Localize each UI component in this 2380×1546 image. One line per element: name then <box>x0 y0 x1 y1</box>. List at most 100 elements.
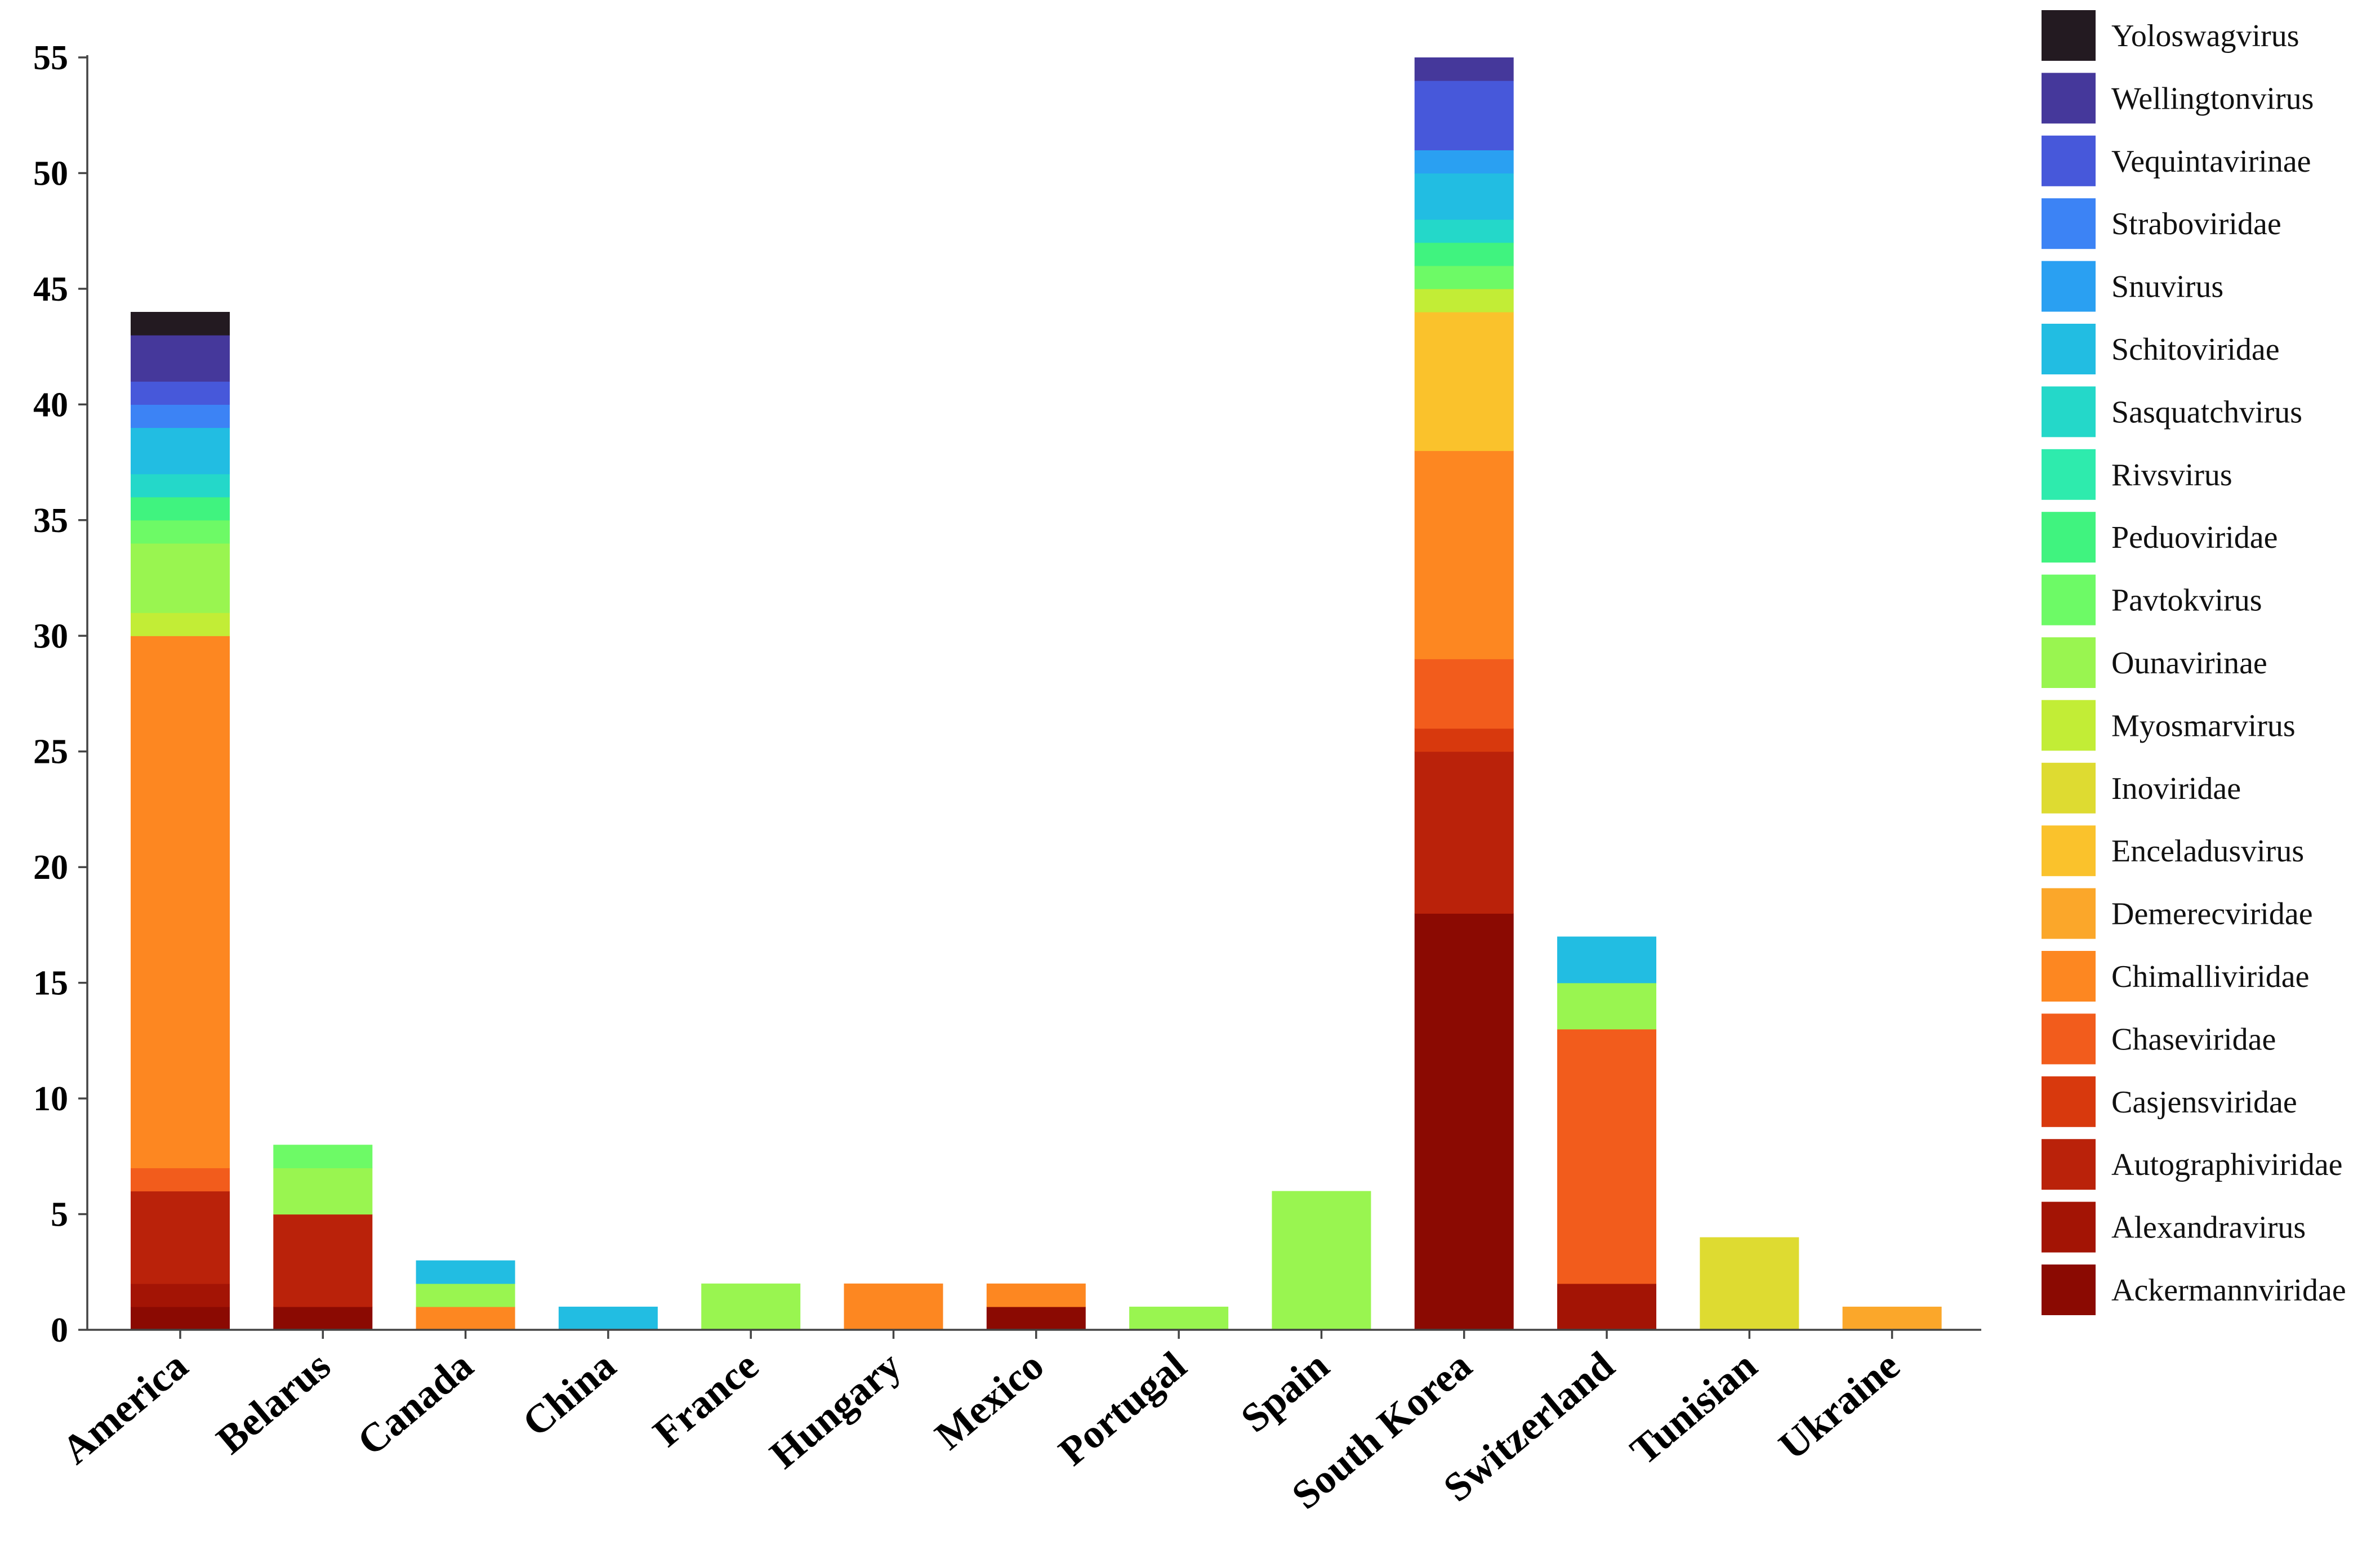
bar-segment-america-myosmarvirus <box>131 613 230 636</box>
bar-segment-america-chaseviridae <box>131 1168 230 1192</box>
legend-swatch-pavtokvirus <box>2042 574 2096 625</box>
y-tick-label: 15 <box>33 964 68 1003</box>
legend-label-wellingtonvirus: Wellingtonvirus <box>2111 81 2314 116</box>
bar-segment-mexico-chimalliviridae <box>986 1283 1086 1307</box>
legend-label-schitoviridae: Schitoviridae <box>2111 332 2280 367</box>
bar-segment-belarus-ackermannviridae <box>273 1306 373 1330</box>
y-tick-label: 30 <box>33 617 68 655</box>
bar-segment-tunisian-inoviridae <box>1700 1237 1799 1330</box>
legend-swatch-ounavirinae <box>2042 637 2096 688</box>
legend-label-vequintavirinae: Vequintavirinae <box>2111 144 2311 179</box>
bar-segment-canada-ounavirinae <box>416 1283 515 1307</box>
legend-label-sasquatchvirus: Sasquatchvirus <box>2111 395 2302 430</box>
bar-segment-south-korea-vequintavirinae <box>1414 81 1514 150</box>
y-tick-label: 25 <box>33 733 68 771</box>
legend-swatch-wellingtonvirus <box>2042 73 2096 124</box>
legend-label-enceladusvirus: Enceladusvirus <box>2111 834 2304 869</box>
bar-segment-south-korea-enceladusvirus <box>1414 312 1514 452</box>
x-tick-label-ukraine: Ukraine <box>1770 1343 1907 1468</box>
bar-segment-canada-chimalliviridae <box>416 1306 515 1330</box>
legend-swatch-rivsvirus <box>2042 449 2096 500</box>
bar-segment-america-ounavirinae <box>131 543 230 613</box>
legend-label-demerecviridae: Demerecviridae <box>2111 897 2313 932</box>
bar-segment-south-korea-schitoviridae <box>1414 173 1514 220</box>
legend-label-ackermannviridae: Ackermannviridae <box>2111 1273 2346 1308</box>
legend-swatch-myosmarvirus <box>2042 700 2096 751</box>
bar-segment-south-korea-chaseviridae <box>1414 659 1514 729</box>
legend-swatch-snuvirus <box>2042 261 2096 312</box>
x-tick-label-mexico: Mexico <box>926 1343 1052 1458</box>
y-tick-label: 0 <box>51 1311 68 1350</box>
legend-label-snuvirus: Snuvirus <box>2111 270 2223 305</box>
bar-segment-ukraine-demerecviridae <box>1842 1306 1942 1330</box>
legend-swatch-chaseviridae <box>2042 1013 2096 1065</box>
bar-segment-america-straboviridae <box>131 404 230 428</box>
bar-segment-switzerland-alexandravirus <box>1557 1283 1656 1330</box>
legend-label-myosmarvirus: Myosmarvirus <box>2111 708 2296 743</box>
bar-segment-america-autographiviridae <box>131 1191 230 1284</box>
bar-segment-south-korea-casjensviridae <box>1414 728 1514 752</box>
bar-segment-america-schitoviridae <box>131 427 230 475</box>
bars-group <box>131 57 1942 1330</box>
legend-swatch-vequintavirinae <box>2042 135 2096 186</box>
legend-label-casjensviridae: Casjensviridae <box>2111 1085 2297 1120</box>
bar-segment-france-ounavirinae <box>701 1283 801 1330</box>
legend-swatch-inoviridae <box>2042 762 2096 814</box>
x-tick-label-hungary: Hungary <box>761 1343 910 1477</box>
bar-segment-mexico-ackermannviridae <box>986 1306 1086 1330</box>
bar-segment-america-vequintavirinae <box>131 381 230 405</box>
y-tick-label: 40 <box>33 386 68 424</box>
bar-segment-hungary-chimalliviridae <box>844 1283 943 1330</box>
bar-segment-switzerland-chaseviridae <box>1557 1029 1656 1284</box>
legend-label-chimalliviridae: Chimalliviridae <box>2111 959 2309 994</box>
legend-label-inoviridae: Inoviridae <box>2111 771 2241 806</box>
y-tick-label: 50 <box>33 154 68 193</box>
bar-segment-south-korea-ackermannviridae <box>1414 913 1514 1330</box>
bar-segment-belarus-autographiviridae <box>273 1214 373 1307</box>
legend-label-alexandravirus: Alexandravirus <box>2111 1210 2306 1245</box>
bar-segment-south-korea-sasquatchvirus <box>1414 219 1514 243</box>
bar-segment-america-sasquatchvirus <box>131 473 230 498</box>
legend-label-rivsvirus: Rivsvirus <box>2111 458 2232 493</box>
bar-segment-america-wellingtonvirus <box>131 335 230 382</box>
bar-segment-switzerland-ounavirinae <box>1557 982 1656 1030</box>
bar-segment-belarus-ounavirinae <box>273 1168 373 1215</box>
legend-swatch-demerecviridae <box>2042 888 2096 939</box>
bar-segment-america-chimalliviridae <box>131 636 230 1168</box>
legend-swatch-sasquatchvirus <box>2042 386 2096 437</box>
bar-segment-china-schitoviridae <box>558 1306 658 1330</box>
x-tick-label-spain: Spain <box>1232 1343 1337 1441</box>
bar-segment-south-korea-peduoviridae <box>1414 242 1514 266</box>
x-tick-label-canada: Canada <box>349 1343 482 1464</box>
legend-swatch-yoloswagvirus <box>2042 10 2096 61</box>
bar-segment-america-peduoviridae <box>131 497 230 521</box>
bar-segment-south-korea-myosmarvirus <box>1414 288 1514 312</box>
legend-label-peduoviridae: Peduoviridae <box>2111 520 2278 555</box>
legend-swatch-ackermannviridae <box>2042 1264 2096 1315</box>
bar-segment-portugal-ounavirinae <box>1129 1306 1229 1330</box>
x-tick-label-portugal: Portugal <box>1050 1343 1195 1474</box>
bar-segment-belarus-pavtokvirus <box>273 1145 373 1168</box>
bar-segment-america-yoloswagvirus <box>131 312 230 336</box>
y-tick-label: 45 <box>33 270 68 309</box>
legend-label-ounavirinae: Ounavirinae <box>2111 646 2267 681</box>
bar-segment-south-korea-snuvirus <box>1414 150 1514 174</box>
x-tick-label-belarus: Belarus <box>208 1343 338 1463</box>
legend-swatch-alexandravirus <box>2042 1201 2096 1253</box>
y-axis: 0 5 10 15 20 25 30 35 40 45 50 55 <box>33 39 88 1350</box>
bar-segment-spain-ounavirinae <box>1272 1191 1371 1330</box>
bar-segment-america-alexandravirus <box>131 1283 230 1307</box>
y-tick-label: 20 <box>33 848 68 887</box>
y-tick-label: 35 <box>33 502 68 540</box>
bar-segment-south-korea-wellingtonvirus <box>1414 57 1514 81</box>
x-tick-label-china: China <box>514 1343 625 1445</box>
y-tick-label: 5 <box>51 1196 68 1234</box>
legend-swatch-casjensviridae <box>2042 1076 2096 1127</box>
x-tick-label-tunisian: Tunisian <box>1622 1343 1766 1473</box>
legend-swatch-schitoviridae <box>2042 324 2096 374</box>
legend-swatch-chimalliviridae <box>2042 951 2096 1002</box>
bar-segment-canada-schitoviridae <box>416 1260 515 1284</box>
y-tick-label: 10 <box>33 1080 68 1118</box>
